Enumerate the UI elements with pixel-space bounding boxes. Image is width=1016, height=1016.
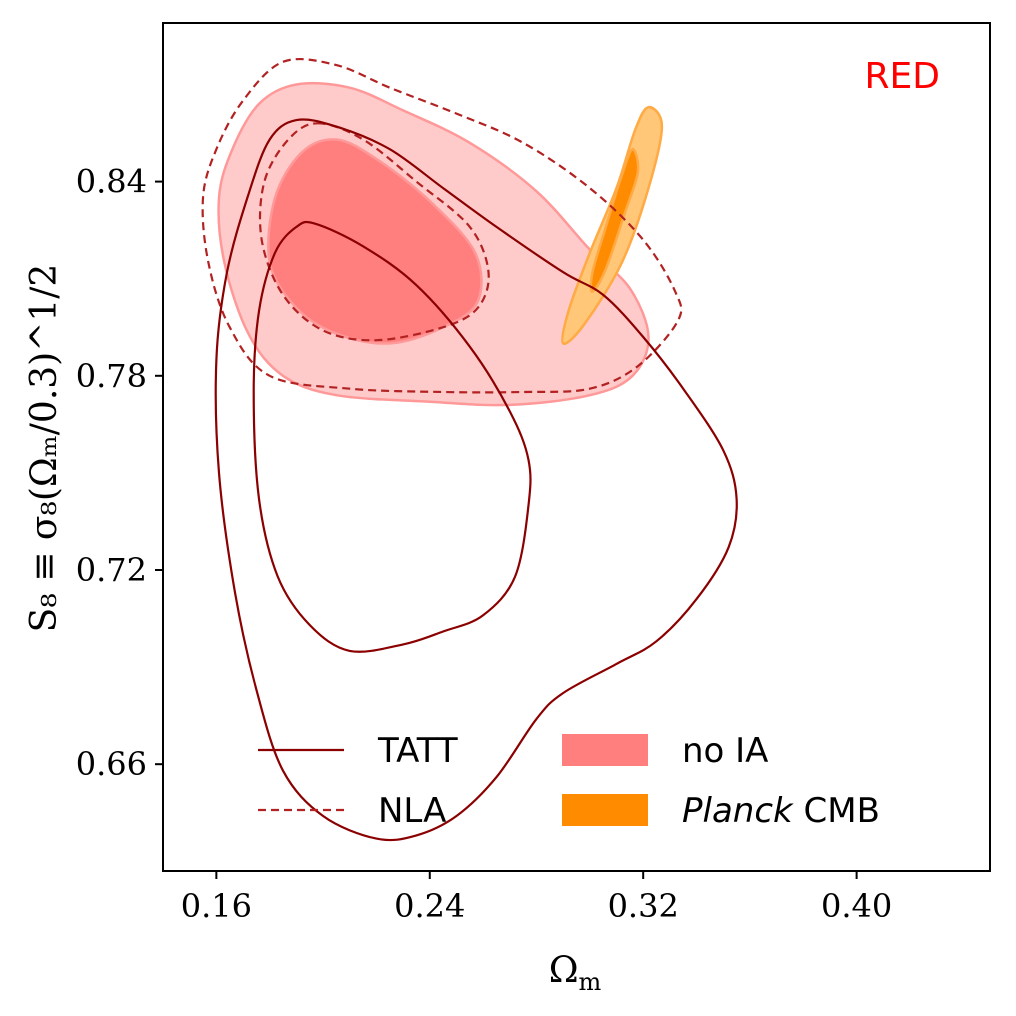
panel-label: RED xyxy=(865,56,940,97)
x-tick-label: 0.40 xyxy=(821,887,892,925)
legend: TATT NLA no IA Planck CMB xyxy=(258,731,880,831)
y-tick-label: 0.66 xyxy=(76,745,147,783)
y-tick-label: 0.84 xyxy=(76,163,147,201)
x-axis-title: Ωm xyxy=(549,950,602,996)
nla-outer-contour xyxy=(201,58,683,394)
planck-cmb-inner-contour xyxy=(589,147,640,293)
y-tick-label: 0.78 xyxy=(76,357,147,395)
y-tick-label: 0.72 xyxy=(76,551,147,589)
legend-label-tatt: TATT xyxy=(377,731,458,771)
legend-label-nla: NLA xyxy=(378,791,446,831)
legend-label-planck-cmb: Planck CMB xyxy=(682,791,880,831)
x-tick-label: 0.16 xyxy=(181,887,252,925)
y-axis-title: S₈ ≡ σ₈(Ωₘ/0.3)^1/2 xyxy=(24,264,65,633)
nla-inner-contour xyxy=(258,122,490,342)
tatt-inner-contour xyxy=(252,220,532,653)
plot-area xyxy=(201,58,738,842)
legend-patch-planck-cmb xyxy=(562,794,648,826)
x-tick-label: 0.32 xyxy=(608,887,679,925)
tatt-outer-contour xyxy=(214,118,738,842)
x-tick-label: 0.24 xyxy=(394,887,465,925)
legend-label-no-ia: no IA xyxy=(682,731,768,771)
plot-frame xyxy=(162,22,991,872)
axes: 0.16 0.24 0.32 0.40 0.66 0.72 0.78 0.84 xyxy=(76,163,892,925)
no-ia-inner-contour xyxy=(267,138,483,345)
legend-patch-no-ia xyxy=(562,734,648,766)
